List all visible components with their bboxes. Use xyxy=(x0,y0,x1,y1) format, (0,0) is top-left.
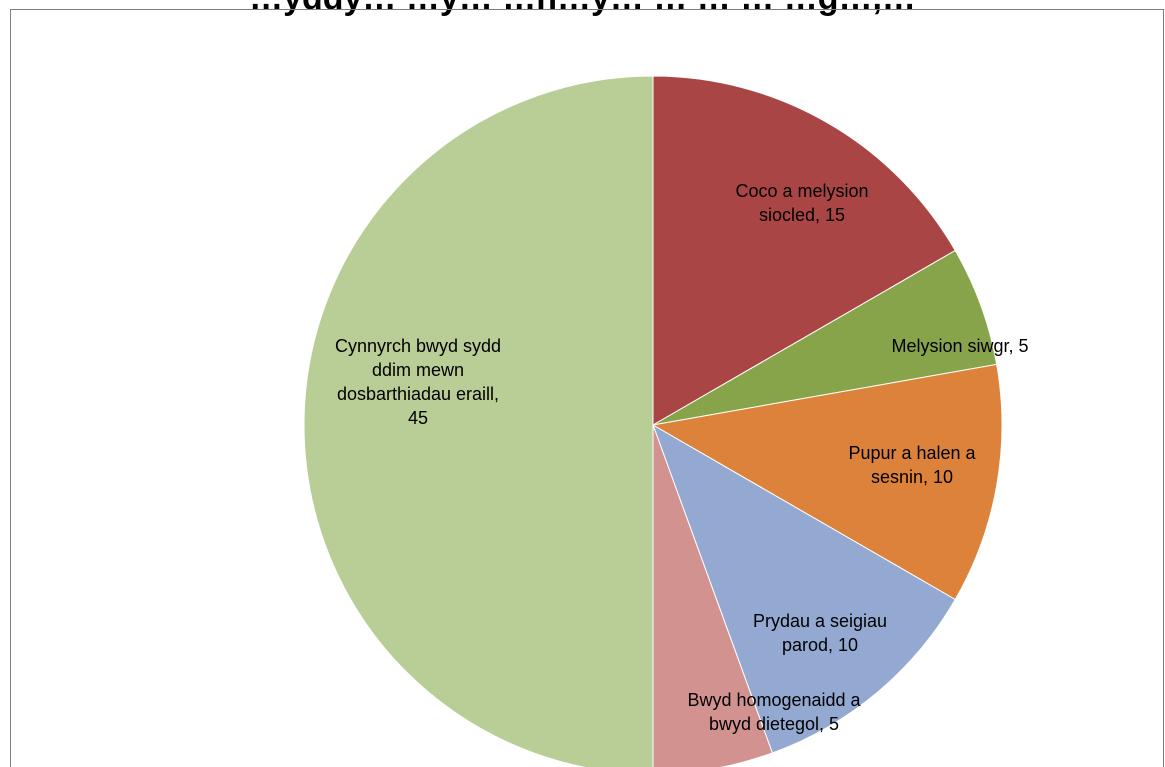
slice-label-line: Bwyd homogenaidd a xyxy=(687,690,861,710)
pie-slice-1 xyxy=(652,75,956,426)
chart-frame xyxy=(10,9,1164,767)
slice-label-line: bwyd dietegol, 5 xyxy=(709,714,839,734)
pie-slices xyxy=(303,75,1003,767)
pie-slice-5 xyxy=(652,424,774,767)
pie-slice-4 xyxy=(652,423,956,754)
slice-label-line: Pupur a halen a xyxy=(848,443,976,463)
slice-label-6: Cynnyrch bwyd sydd ddim mewn dosbarthiadau… xyxy=(335,336,501,428)
pie-slice-3 xyxy=(651,363,1003,601)
slice-label-4: Prydau a seigiau parod, 10 xyxy=(753,611,887,655)
slice-label-1: Coco a melysion siocled, 15 xyxy=(735,181,868,225)
slice-label-line: Prydau a seigiau xyxy=(753,611,887,631)
slice-label-line: siocled, 15 xyxy=(759,205,845,225)
slice-label-3: Pupur a halen a sesnin, 10 xyxy=(848,443,976,487)
slice-label-line: sesnin, 10 xyxy=(871,467,953,487)
pie-slice-6 xyxy=(303,75,654,767)
slice-label-line: dosbarthiadau eraill, xyxy=(337,384,499,404)
slice-label-line: 45 xyxy=(408,408,428,428)
pie-labels: Coco a melysion siocled, 15 Melysion siwgr… xyxy=(335,181,1029,734)
slice-label-line: Coco a melysion xyxy=(735,181,868,201)
chart-title: …yddy… …y… …h…y… … … … …g…,… xyxy=(0,0,1165,18)
slice-label-line: parod, 10 xyxy=(782,635,858,655)
slice-label-5: Bwyd homogenaidd a bwyd dietegol, 5 xyxy=(687,690,861,734)
slice-label-line: Melysion siwgr, 5 xyxy=(891,336,1028,356)
slice-label-2: Melysion siwgr, 5 xyxy=(891,336,1028,356)
slice-label-line: ddim mewn xyxy=(372,360,464,380)
slice-label-line: Cynnyrch bwyd sydd xyxy=(335,336,501,356)
